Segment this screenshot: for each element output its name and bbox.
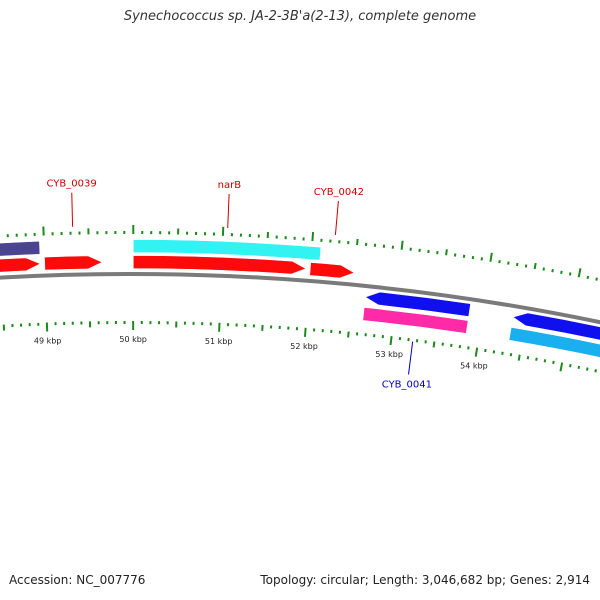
gene-labels: ntrD narB CYB_0039 CYB_0042 CYB_0041 [0, 179, 432, 391]
tick-inner-55.3 [585, 367, 589, 371]
gene-feature-cyb_0039 [44, 255, 103, 271]
gene-label-leader-cyb_0042 [334, 201, 339, 235]
gene-feature-4 [0, 257, 41, 273]
gene-label-cyb_0041: CYB_0041 [382, 379, 432, 390]
tick-outer-53.5 [445, 249, 448, 256]
gene-label-leader-cyb_0039 [71, 192, 74, 227]
backbone-arc [0, 272, 600, 325]
tick-outer-54.4 [524, 264, 528, 268]
gene-feature-cyb_0041 [362, 307, 469, 334]
tick-outer-54.6 [542, 267, 545, 271]
genome-summary-text: Topology: circular; Length: 3,046,682 bp… [260, 573, 590, 587]
accession-text: Accession: NC_007776 [9, 573, 146, 587]
tick-outer-52.5 [356, 238, 359, 246]
tick-inner-55 [559, 362, 564, 372]
kbp-label-54: 54 kbp [460, 361, 488, 370]
gene-feature-10 [512, 312, 600, 341]
gene-label-ntrd: ntrD [0, 182, 1, 193]
tick-outer-54 [489, 252, 493, 262]
kbp-label-49: 49 kbp [34, 337, 62, 346]
tick-outer-54.8 [560, 270, 563, 274]
tick-inner-55.4 [594, 369, 597, 373]
gene-feature-11 [508, 327, 600, 358]
gene-label-narb: narB [218, 180, 242, 191]
tick-outer-54.9 [568, 272, 572, 276]
tick-inner-54.3 [501, 351, 504, 355]
tick-inner-54.5 [517, 354, 521, 361]
map-title: Synechococcus sp. JA-2-3B'a(2-13), compl… [123, 9, 477, 24]
tick-outer-55.1 [586, 275, 590, 280]
gene-label-cyb_0042: CYB_0042 [314, 187, 364, 198]
tick-inner-55.2 [577, 365, 581, 370]
gene-feature-ntrd [0, 240, 41, 257]
tick-outer-55 [577, 268, 582, 278]
genome-backbone [0, 272, 600, 325]
gene-feature-cyb_0042 [309, 262, 356, 279]
tick-outer-52 [311, 232, 315, 242]
tick-inner-54.6 [526, 356, 530, 360]
tick-inner-54.4 [509, 353, 513, 357]
tick-inner-54.7 [535, 357, 538, 361]
tick-inner-53.5 [432, 341, 436, 348]
gene-label-cyb_0039: CYB_0039 [47, 179, 97, 190]
tick-inner-52 [303, 327, 307, 337]
gene-feature-8 [364, 291, 471, 317]
tick-outer-55.2 [595, 277, 598, 281]
tick-marks [2, 224, 598, 373]
tick-inner-54.8 [543, 359, 547, 363]
tick-outer-54.5 [533, 262, 537, 270]
gene-feature-6 [132, 255, 307, 275]
tick-inner-54 [474, 347, 479, 357]
kbp-label-50: 50 kbp [119, 335, 147, 344]
tick-outer-54.7 [551, 269, 554, 273]
gene-label-leader-cyb_0041 [408, 341, 414, 375]
kbp-label-52: 52 kbp [290, 342, 318, 351]
gene-label-leader-narb [227, 194, 230, 229]
tick-inner-53 [389, 336, 393, 346]
kbp-label-53: 53 kbp [375, 350, 403, 359]
tick-inner-52.5 [347, 331, 350, 338]
tick-inner-55.1 [569, 364, 572, 368]
kbp-label-51: 51 kbp [205, 337, 233, 346]
gene-features [0, 239, 600, 358]
tick-inner-54.9 [552, 360, 555, 365]
gene-feature-narb [132, 239, 322, 261]
tick-outer-53 [400, 240, 404, 250]
